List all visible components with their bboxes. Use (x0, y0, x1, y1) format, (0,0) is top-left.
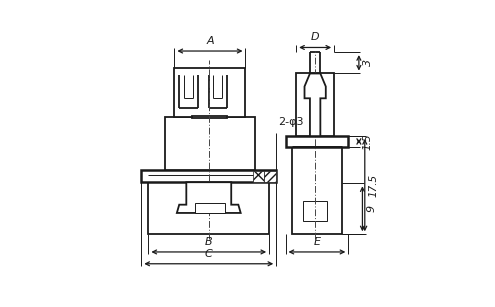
Text: 1.5: 1.5 (363, 133, 373, 150)
Bar (296, 73, 334, 136)
Text: A: A (206, 36, 214, 46)
Text: E: E (313, 237, 320, 247)
Text: 3: 3 (363, 59, 373, 66)
Bar (195, 204, 225, 213)
Bar (264, 171, 276, 181)
Text: 17.5: 17.5 (369, 174, 379, 197)
Text: B: B (205, 237, 212, 247)
Bar (192, 116, 227, 119)
Bar (148, 182, 269, 234)
Polygon shape (304, 73, 326, 136)
Text: C: C (205, 249, 213, 258)
Bar (252, 171, 264, 181)
Bar (286, 136, 348, 147)
Bar (175, 68, 246, 117)
Bar (303, 201, 327, 221)
Bar (142, 170, 276, 182)
Text: 9: 9 (366, 205, 376, 212)
Text: 2-φ3: 2-φ3 (279, 117, 304, 127)
Bar (165, 117, 255, 170)
Text: D: D (311, 32, 319, 42)
Bar (292, 147, 343, 234)
Polygon shape (177, 182, 241, 213)
